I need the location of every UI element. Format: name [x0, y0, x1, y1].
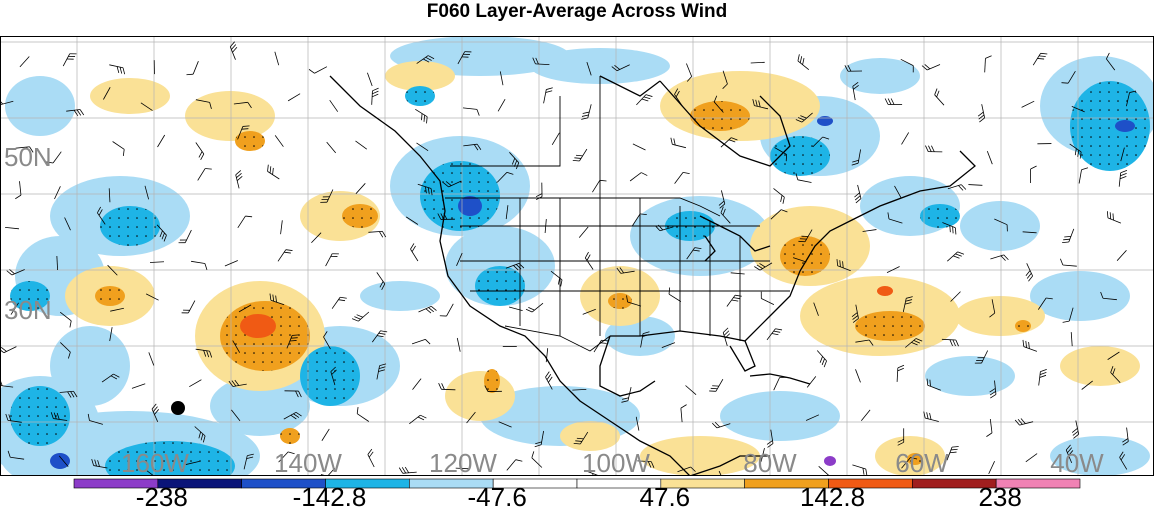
anomaly-patch [817, 116, 833, 126]
anomaly-patch [458, 196, 482, 216]
lat-label: 30N [4, 295, 52, 325]
lon-label: 120W [429, 448, 497, 476]
anomaly-patch [185, 91, 275, 141]
colorbar-label: 238 [978, 484, 1021, 510]
anomaly-patch [1115, 120, 1135, 132]
stipple [855, 311, 925, 341]
colorbar-label: -238 [136, 484, 188, 510]
anomaly-patch [5, 76, 75, 136]
stipple [280, 428, 300, 444]
stipple [770, 136, 830, 176]
stipple [475, 266, 525, 306]
lon-label: 80W [743, 448, 797, 476]
lon-label: 100W [582, 448, 650, 476]
lon-label: 160W [121, 448, 189, 476]
lat-label: 50N [4, 142, 52, 172]
anomaly-patch [877, 286, 893, 296]
hawaii-dot [171, 401, 185, 415]
stipple [608, 293, 632, 309]
stipple [10, 386, 70, 446]
anomaly-patch [240, 314, 276, 338]
anomaly-patch [720, 391, 840, 441]
anomaly-patch [955, 296, 1045, 336]
lon-label: 40W [1050, 448, 1104, 476]
stipple [1070, 81, 1150, 171]
anomaly-patch [50, 453, 70, 469]
stipple [690, 101, 750, 131]
stipple [1015, 320, 1031, 332]
stipple [342, 204, 378, 228]
lon-label: 140W [274, 448, 342, 476]
anomaly-patch [824, 456, 836, 466]
weather-map: 50N 30N 160W 140W 120W 100W 80W 60W 40W [0, 36, 1154, 476]
anomaly-patch [1030, 271, 1130, 321]
lon-label: 60W [895, 448, 949, 476]
map-title: F060 Layer-Average Across Wind [0, 0, 1154, 24]
anomaly-patch [925, 356, 1015, 396]
anomaly-patch [90, 78, 170, 114]
anomaly-patch [560, 421, 620, 451]
anomaly-patch [960, 201, 1040, 251]
stipple [95, 286, 125, 306]
anomaly-patch [1060, 346, 1140, 386]
stipple [100, 206, 160, 246]
colorbar-label: -47.6 [468, 484, 527, 510]
colorbar-label: -142.8 [293, 484, 367, 510]
stipple [405, 86, 435, 106]
anomaly-patch [360, 281, 440, 311]
stipple [920, 204, 960, 228]
anomaly-patch [445, 371, 515, 421]
colorbar-label: 47.6 [640, 484, 691, 510]
colorbar-label: 142.8 [800, 484, 865, 510]
stipple [300, 346, 360, 406]
